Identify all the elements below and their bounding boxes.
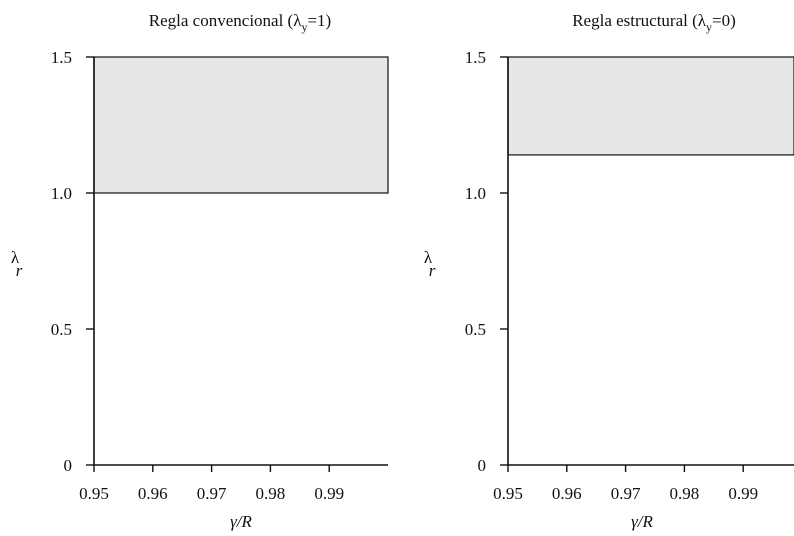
y-tick-label: 1.5: [51, 48, 72, 67]
shaded-region: [507, 56, 794, 156]
x-tick-label: 0.95: [493, 484, 523, 503]
x-tick-label: 0.97: [197, 484, 227, 503]
x-tick-label: 0.97: [611, 484, 641, 503]
chart-title-end: =0): [712, 11, 736, 30]
chart-title-main: Regla estructural (λ: [572, 11, 707, 30]
chart-title-end: =1): [307, 11, 331, 30]
x-axis-label: γ/R: [631, 512, 653, 531]
y-tick-label: 1.5: [465, 48, 486, 67]
y-tick-label: 1.0: [51, 184, 72, 203]
x-tick-label: 0.96: [138, 484, 168, 503]
x-tick-label: 0.96: [552, 484, 582, 503]
chart-title: Regla estructural (λy=0): [572, 11, 736, 34]
x-axis-label: γ/R: [230, 512, 252, 531]
y-tick-label: 0.5: [465, 320, 486, 339]
x-tick-label: 0.98: [256, 484, 286, 503]
y-tick-label: 0.5: [51, 320, 72, 339]
chart-panel-2: 0 0.5 1.0 1.5 0.95 0.96 0.97 0.98 0.99 Regla estr…: [424, 11, 794, 531]
x-tick-label: 0.99: [314, 484, 344, 503]
y-tick-label: 0: [478, 456, 487, 475]
chart-panel-1: 0 0.5 1.0 1.5 0.95 0.96 0.97 0.98 0.99 Regla conv…: [11, 11, 389, 531]
y-axis-label: λ: [11, 248, 20, 267]
y-tick-label: 1.0: [465, 184, 486, 203]
chart-title: Regla convencional (λy=1): [149, 11, 331, 34]
chart-title-main: Regla convencional (λ: [149, 11, 302, 30]
chart-title-subscript: y: [706, 20, 712, 34]
x-tick-label: 0.98: [670, 484, 700, 503]
y-axis-label: λ: [424, 248, 433, 267]
y-axis-label-subscript: r: [16, 261, 23, 280]
y-axis-label-subscript: r: [429, 261, 436, 280]
chart-title-subscript: y: [301, 20, 307, 34]
x-tick-label: 0.95: [79, 484, 109, 503]
x-tick-label: 0.99: [728, 484, 758, 503]
shaded-region: [93, 56, 389, 194]
y-tick-label: 0: [64, 456, 73, 475]
